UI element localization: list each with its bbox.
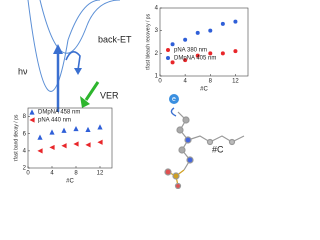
electron-label: e [172, 96, 176, 103]
point [37, 134, 43, 140]
y-tick-label: 3 [155, 28, 159, 34]
arrow-head [74, 68, 82, 75]
chain-label: #C [212, 144, 224, 154]
back-et-arrow [65, 51, 81, 71]
label: VER [100, 90, 119, 100]
y-tick-label: 8 [23, 114, 27, 120]
atom [206, 138, 214, 146]
energy-scheme: hν back-ET VER [18, 0, 132, 112]
excited-curve [39, 0, 121, 54]
atom [184, 136, 192, 144]
y-axis-label: τfast band decay / ps [13, 114, 19, 161]
atom [186, 156, 194, 164]
x-axis-label: #C [200, 87, 208, 93]
molecule [164, 94, 245, 189]
point [97, 124, 103, 130]
point [183, 37, 188, 42]
point [97, 139, 103, 145]
plot-frame [27, 107, 113, 169]
atom [164, 168, 172, 176]
point [233, 19, 238, 24]
point [233, 49, 238, 54]
atom [172, 172, 180, 180]
point [220, 51, 225, 56]
plot-frame [159, 7, 249, 77]
electron [169, 94, 179, 104]
arrow-head [53, 44, 63, 54]
x-tick-label: 4 [50, 171, 54, 177]
point [49, 129, 55, 135]
point [170, 42, 175, 47]
x-tick-label: 4 [183, 79, 187, 85]
atom [228, 138, 236, 146]
legend-label: pNA 440 nm [38, 118, 71, 124]
y-axis-label: τfast bleach recovery / ps [145, 13, 151, 70]
y-tick-label: 1 [155, 74, 159, 80]
point [195, 30, 200, 35]
atom [178, 146, 186, 154]
point [85, 126, 91, 133]
point [208, 28, 213, 33]
point [183, 58, 188, 63]
ver-arrow [84, 81, 100, 101]
arrow-head [80, 96, 90, 108]
atom [174, 182, 182, 189]
legend-label: pNA 380 nm [174, 48, 207, 54]
y-tick-label: 2 [23, 166, 27, 172]
point [49, 144, 55, 151]
legend-label: DMpNA 458 nm [38, 110, 80, 116]
x-tick-label: 0 [26, 171, 30, 177]
point [170, 60, 175, 65]
label: hν [18, 66, 28, 76]
legend-marker [29, 117, 35, 123]
x-tick-label: 8 [209, 79, 213, 85]
point [73, 125, 79, 132]
y-tick-label: 4 [155, 6, 159, 12]
point [61, 127, 67, 133]
point [208, 51, 213, 56]
ground-curve [27, 0, 101, 92]
x-tick-label: 0 [158, 79, 162, 85]
electron-path [170, 107, 177, 117]
point [220, 21, 225, 26]
point [73, 141, 79, 147]
x-axis-label: #C [66, 179, 74, 185]
x-tick-label: 12 [232, 79, 239, 85]
legend-marker [166, 48, 170, 52]
y-tick-label: 2 [155, 51, 159, 57]
legend-label: DMpNA 405 nm [174, 56, 216, 62]
point [85, 142, 91, 148]
point [37, 148, 43, 154]
legend-marker [166, 56, 170, 60]
point [195, 53, 200, 58]
label: back-ET [98, 34, 132, 44]
y-tick-label: 6 [23, 131, 27, 137]
x-tick-label: 12 [97, 171, 104, 177]
x-tick-label: 8 [74, 171, 78, 177]
atom [182, 116, 190, 124]
y-tick-label: 4 [23, 148, 27, 154]
legend-marker [29, 109, 35, 115]
point [61, 143, 67, 149]
atom [176, 126, 184, 134]
